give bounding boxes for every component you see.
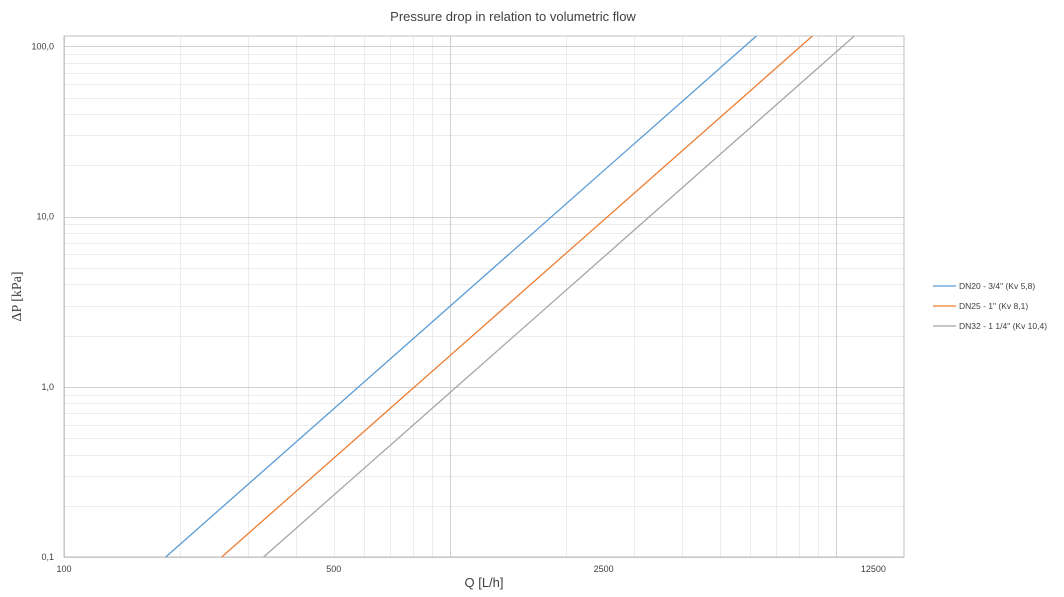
legend: DN20 - 3/4" (Kv 5,8) DN25 - 1" (Kv 8,1) DN… — [933, 281, 1047, 331]
legend-item: DN20 - 3/4" (Kv 5,8) — [933, 281, 1035, 291]
y-tick-label: 0,1 — [41, 552, 54, 562]
y-tick-label: 10,0 — [36, 212, 54, 222]
x-tick-label: 2500 — [594, 564, 614, 574]
y-axis-title: ΔP [kPa] — [10, 271, 25, 321]
y-tick-label: 1,0 — [41, 382, 54, 392]
x-tick-label: 100 — [56, 564, 71, 574]
legend-item: DN25 - 1" (Kv 8,1) — [933, 301, 1028, 311]
y-axis-tick-labels: 0,1 1,0 10,0 100,0 — [31, 41, 54, 562]
plot-area-frame — [63, 35, 905, 558]
x-axis-tick-labels: 100 500 2500 12500 — [56, 564, 885, 574]
series-lines — [165, 36, 855, 557]
chart-title: Pressure drop in relation to volumetric … — [390, 9, 636, 24]
legend-label: DN25 - 1" (Kv 8,1) — [959, 301, 1028, 311]
legend-label: DN32 - 1 1/4" (Kv 10,4) — [959, 321, 1047, 331]
series-line-3 — [263, 36, 855, 557]
x-tick-label: 12500 — [861, 564, 886, 574]
series-line-2 — [221, 36, 813, 557]
minor-gridlines — [64, 36, 904, 557]
series-line-1 — [165, 36, 757, 557]
legend-item: DN32 - 1 1/4" (Kv 10,4) — [933, 321, 1047, 331]
legend-label: DN20 - 3/4" (Kv 5,8) — [959, 281, 1035, 291]
y-tick-label: 100,0 — [31, 41, 54, 51]
x-tick-label: 500 — [326, 564, 341, 574]
x-axis-title: Q [L/h] — [464, 575, 503, 590]
